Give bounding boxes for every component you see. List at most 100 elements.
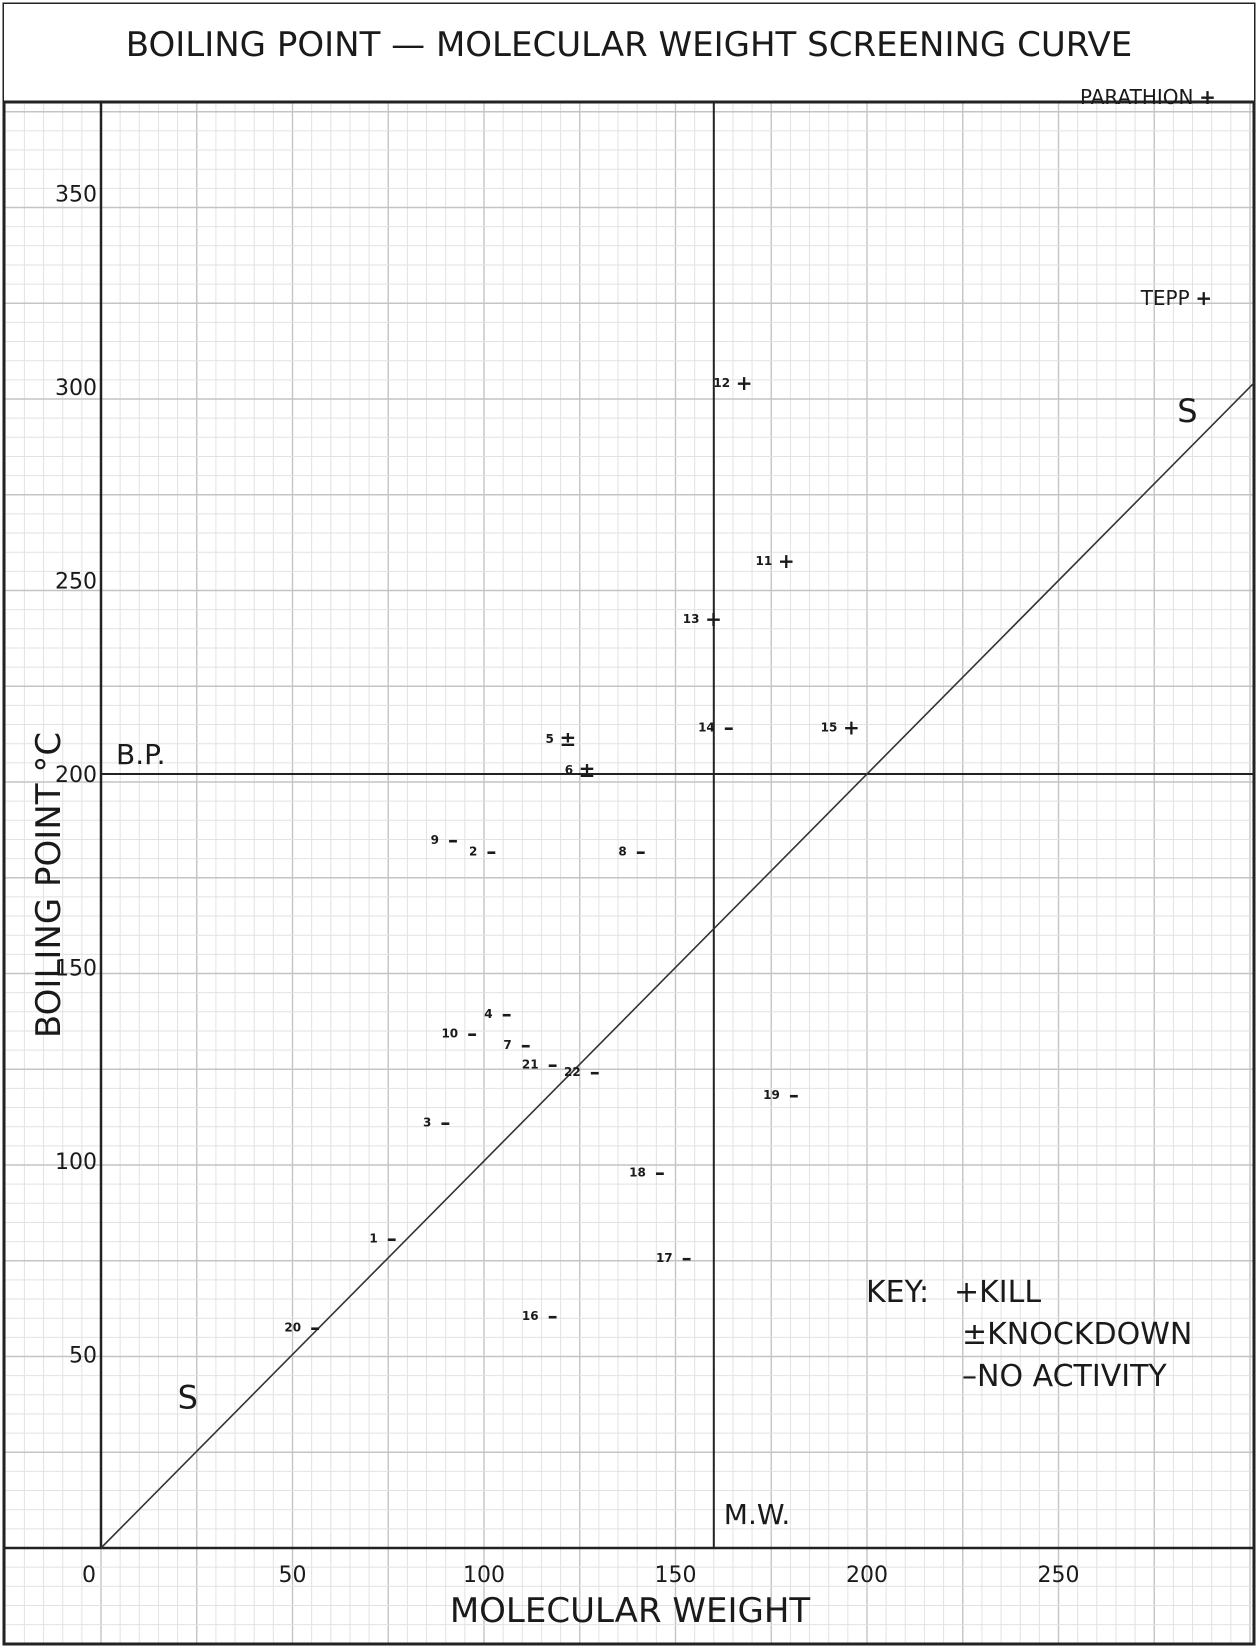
key-title: KEY: [866, 1275, 929, 1310]
y-axis-label: BOILING POINT °C [29, 732, 69, 1038]
data-point: –9 [431, 828, 458, 852]
point-symbol: ± [579, 758, 596, 782]
point-label: 13 [683, 612, 700, 626]
diagonal-label-lower: S [178, 1379, 198, 1417]
y-tick-label: 50 [69, 1344, 97, 1369]
data-point: –22 [564, 1060, 600, 1084]
point-symbol: – [682, 1246, 692, 1270]
point-symbol: ± [560, 727, 577, 751]
data-point: –17 [656, 1246, 692, 1270]
point-label: 6 [565, 763, 573, 777]
point-symbol: + [1199, 85, 1216, 109]
point-label: 19 [763, 1088, 780, 1102]
point-symbol: – [655, 1161, 665, 1185]
point-symbol: – [467, 1021, 477, 1045]
bp-label: B.P. [116, 738, 166, 771]
x-tick-label: 0 [82, 1563, 96, 1588]
data-point: +12 [713, 371, 752, 395]
y-tick-label: 250 [55, 570, 97, 595]
point-symbol: – [789, 1083, 799, 1107]
x-tick-label: 50 [279, 1563, 307, 1588]
point-label: 10 [441, 1026, 458, 1040]
data-points: –1–2–3–4±5±6–7–8–9–10+11+12+13–14 +15–16–… [284, 85, 1215, 1340]
data-point: +PARATHION [1080, 85, 1216, 109]
point-symbol: – [590, 1060, 600, 1084]
legend-key: KEY: +KILL ±KNOCKDOWN –NO ACTIVITY [866, 1275, 1192, 1394]
point-symbol: – [486, 839, 496, 863]
point-symbol: – [548, 1304, 558, 1328]
point-symbol: – [502, 1002, 512, 1026]
data-point: –1 [369, 1226, 396, 1250]
point-symbol: – [724, 716, 734, 740]
point-label: 17 [656, 1251, 673, 1265]
point-label: 22 [564, 1065, 581, 1079]
x-tick-label: 200 [846, 1563, 888, 1588]
point-symbol: + [1195, 286, 1212, 310]
chart-title: BOILING POINT — MOLECULAR WEIGHT SCREENI… [126, 25, 1132, 65]
point-label: PARATHION [1080, 85, 1194, 109]
point-label: 14 [698, 721, 715, 735]
y-tick-label: 200 [55, 763, 97, 788]
axes [4, 102, 1254, 1550]
data-point: –7 [503, 1033, 530, 1057]
point-symbol: – [636, 839, 646, 863]
point-label: 11 [756, 554, 773, 568]
point-symbol: – [440, 1110, 450, 1134]
data-point: –20 [284, 1315, 320, 1339]
data-point: –8 [618, 839, 645, 863]
point-symbol: – [448, 828, 458, 852]
title-box [4, 4, 1254, 102]
key-entry: –NO ACTIVITY [962, 1359, 1167, 1394]
data-point: +15 [821, 716, 860, 740]
point-symbol: – [387, 1226, 397, 1250]
point-symbol: – [548, 1052, 558, 1076]
point-symbol: – [310, 1315, 320, 1339]
data-point: +11 [756, 549, 795, 573]
point-label: 20 [284, 1320, 301, 1334]
data-point: –18 [629, 1161, 665, 1185]
data-point: –19 [763, 1083, 799, 1107]
point-symbol: + [778, 549, 795, 573]
grid [4, 102, 1254, 1645]
point-label: TEPP [1140, 286, 1190, 310]
data-point: –4 [484, 1002, 511, 1026]
point-symbol: + [843, 716, 860, 740]
data-point: –10 [441, 1021, 477, 1045]
point-label: 9 [431, 833, 439, 847]
x-tick-label: 250 [1038, 1563, 1080, 1588]
data-point: ±6 [565, 758, 596, 782]
point-label: 18 [629, 1166, 646, 1180]
point-label: 2 [469, 844, 477, 858]
point-label: 7 [503, 1038, 511, 1052]
point-label: 12 [713, 376, 730, 390]
data-point: –16 [522, 1304, 558, 1328]
y-tick-label: 350 [55, 183, 97, 208]
data-point: ±5 [546, 727, 577, 751]
y-tick-label: 150 [55, 957, 97, 982]
key-entry: +KILL [954, 1275, 1041, 1310]
point-label: 8 [618, 844, 626, 858]
x-tick-label: 100 [463, 1563, 505, 1588]
point-label: 3 [423, 1115, 431, 1129]
data-point: –2 [469, 839, 496, 863]
diagonal-label-upper: S [1177, 392, 1197, 430]
reference-lines: B.P. M.W. S S [100, 102, 1255, 1549]
key-entry: ±KNOCKDOWN [962, 1317, 1192, 1352]
x-axis-label: MOLECULAR WEIGHT [450, 1591, 811, 1631]
point-label: 5 [546, 732, 554, 746]
data-point: –14 [698, 716, 734, 740]
point-label: 16 [522, 1309, 539, 1323]
point-label: 21 [522, 1057, 539, 1071]
x-tick-label: 150 [655, 1563, 697, 1588]
tick-labels: 0 50 100 150 200 250 50 100 150 200 250 300 350 [55, 183, 1080, 1589]
data-point: –3 [423, 1110, 450, 1134]
data-point: +13 [683, 607, 722, 631]
point-symbol: + [736, 371, 753, 395]
data-point: +TEPP [1140, 286, 1212, 310]
y-tick-label: 100 [55, 1150, 97, 1175]
point-symbol: – [521, 1033, 531, 1057]
mw-label: M.W. [724, 1498, 790, 1531]
screening-line-s [100, 382, 1255, 1549]
